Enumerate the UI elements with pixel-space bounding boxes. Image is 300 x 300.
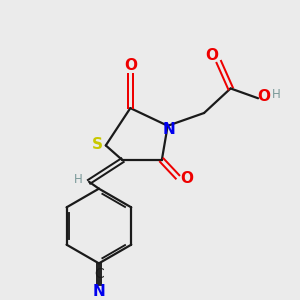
Text: N: N — [92, 284, 105, 299]
Text: O: O — [206, 47, 218, 62]
Text: O: O — [124, 58, 137, 73]
Text: N: N — [162, 122, 175, 137]
Text: H: H — [272, 88, 280, 101]
Text: O: O — [180, 171, 193, 186]
Text: S: S — [92, 137, 102, 152]
Text: O: O — [257, 89, 271, 104]
Text: H: H — [74, 173, 82, 186]
Text: C: C — [94, 267, 104, 281]
